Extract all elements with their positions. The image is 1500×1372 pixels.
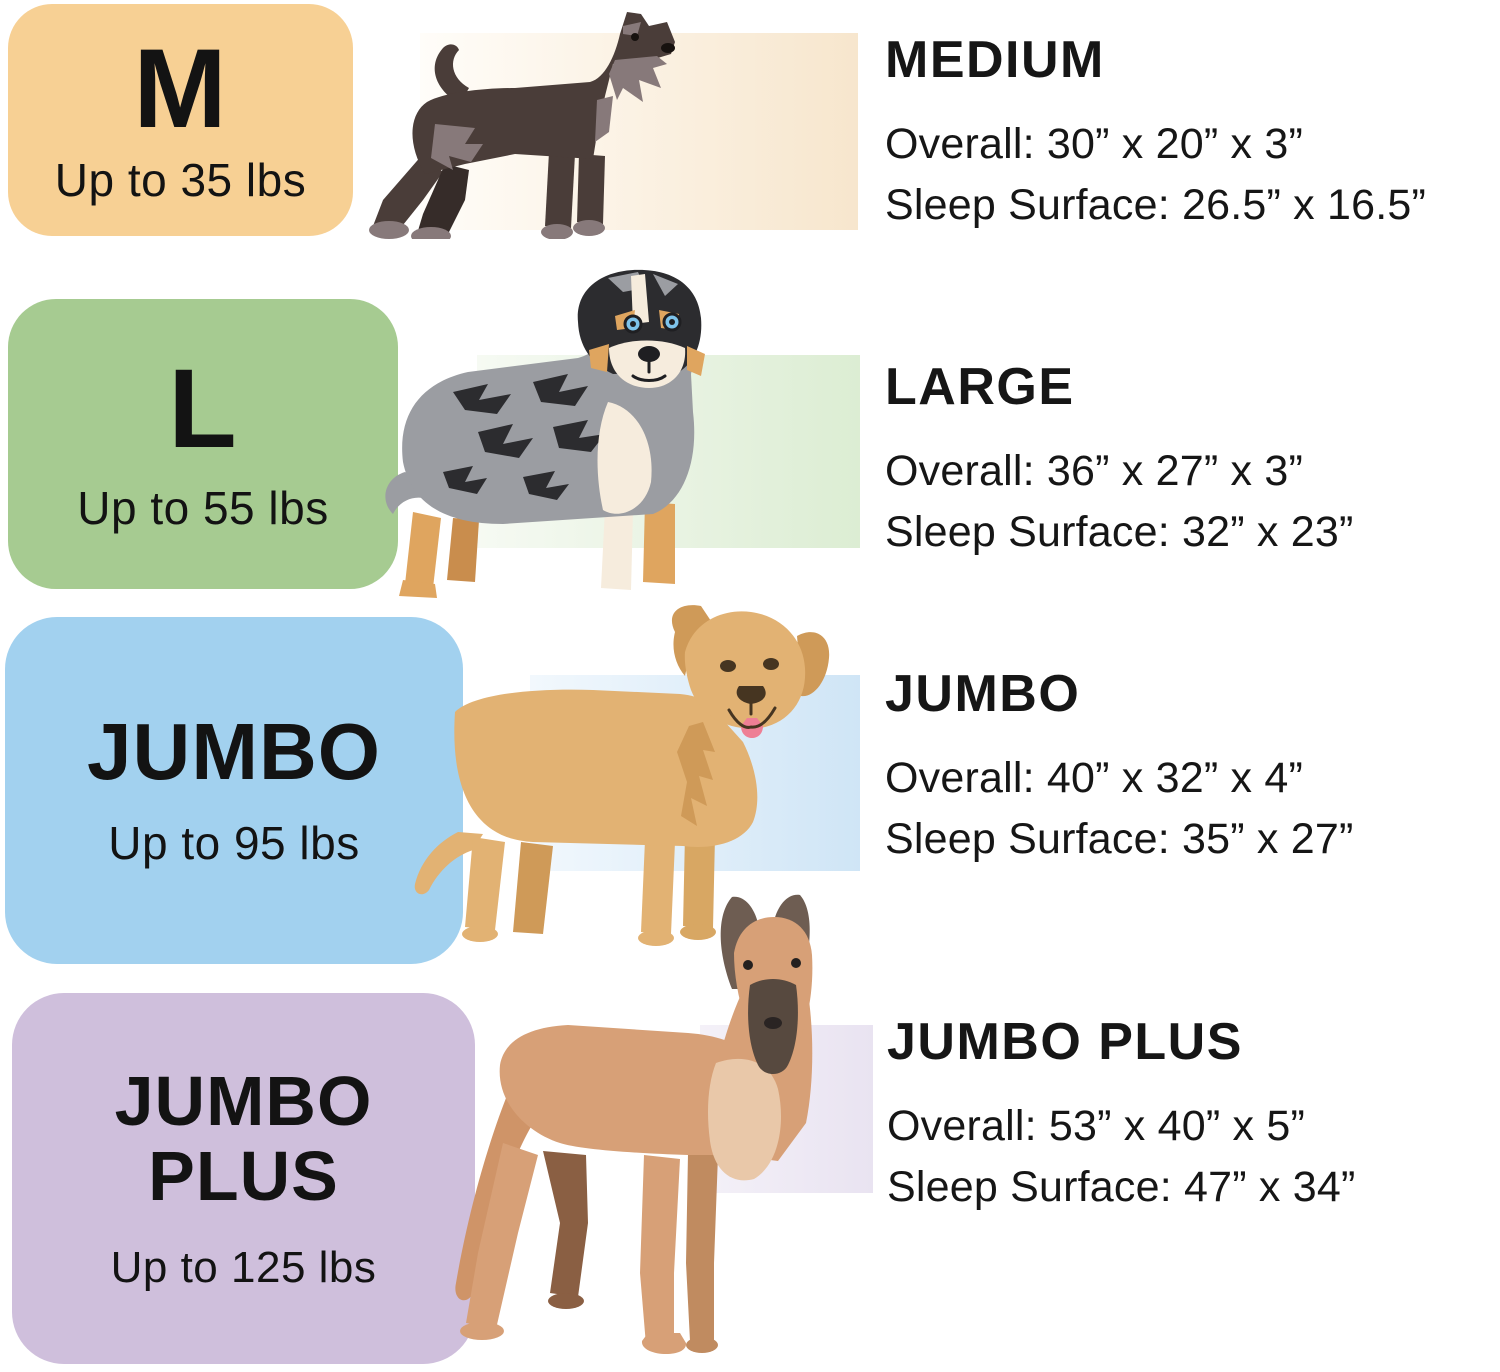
size-letter-jumbo: JUMBO xyxy=(87,706,381,796)
size-title-jumbo: JUMBO xyxy=(885,665,1081,723)
size-title-medium: MEDIUM xyxy=(885,31,1105,89)
weight-label-medium: Up to 35 lbs xyxy=(54,154,307,206)
schnauzer-dog-illustration xyxy=(369,12,675,239)
size-badge-jumbo: JUMBO Up to 95 lbs xyxy=(5,617,463,964)
overall-dimensions-medium: Overall: 30” x 20” x 3” xyxy=(885,120,1304,168)
weight-label-jumbo-plus: Up to 125 lbs xyxy=(110,1242,377,1292)
size-details-jumbo-plus: JUMBO PLUS Overall: 53” x 40” x 5” Sleep… xyxy=(887,1012,1356,1218)
size-details-large: LARGE Overall: 36” x 27” x 3” Sleep Surf… xyxy=(885,357,1354,563)
size-details-jumbo: JUMBO Overall: 40” x 32” x 4” Sleep Surf… xyxy=(885,664,1354,870)
great-dane-dog-illustration xyxy=(455,894,813,1355)
size-title-large: LARGE xyxy=(885,358,1075,416)
size-details-medium: MEDIUM Overall: 30” x 20” x 3” Sleep Sur… xyxy=(885,30,1426,236)
australian-shepherd-dog-illustration xyxy=(385,269,705,598)
overall-dimensions-large: Overall: 36” x 27” x 3” xyxy=(885,447,1304,495)
weight-label-large: Up to 55 lbs xyxy=(77,482,329,534)
size-letter-large: L xyxy=(168,346,238,471)
size-badge-medium: M Up to 35 lbs xyxy=(8,4,353,236)
overall-dimensions-jumbo-plus: Overall: 53” x 40” x 5” xyxy=(887,1102,1306,1150)
sleep-surface-dimensions-jumbo-plus: Sleep Surface: 47” x 34” xyxy=(887,1163,1356,1212)
size-badge-large: L Up to 55 lbs xyxy=(8,299,398,589)
size-title-jumbo-plus: JUMBO PLUS xyxy=(887,1013,1243,1071)
sleep-surface-dimensions-medium: Sleep Surface: 26.5” x 16.5” xyxy=(885,181,1427,230)
sleep-surface-dimensions-jumbo: Sleep Surface: 35” x 27” xyxy=(885,815,1354,864)
overall-dimensions-jumbo: Overall: 40” x 32” x 4” xyxy=(885,754,1304,802)
weight-label-jumbo: Up to 95 lbs xyxy=(108,816,360,869)
golden-retriever-dog-illustration xyxy=(414,605,830,946)
size-badge-jumbo-plus: JUMBO PLUS Up to 125 lbs xyxy=(12,993,475,1364)
sleep-surface-dimensions-large: Sleep Surface: 32” x 23” xyxy=(885,508,1354,557)
size-letter-medium: M xyxy=(133,26,228,151)
size-letter-jumbo-plus: JUMBO PLUS xyxy=(114,1062,373,1215)
